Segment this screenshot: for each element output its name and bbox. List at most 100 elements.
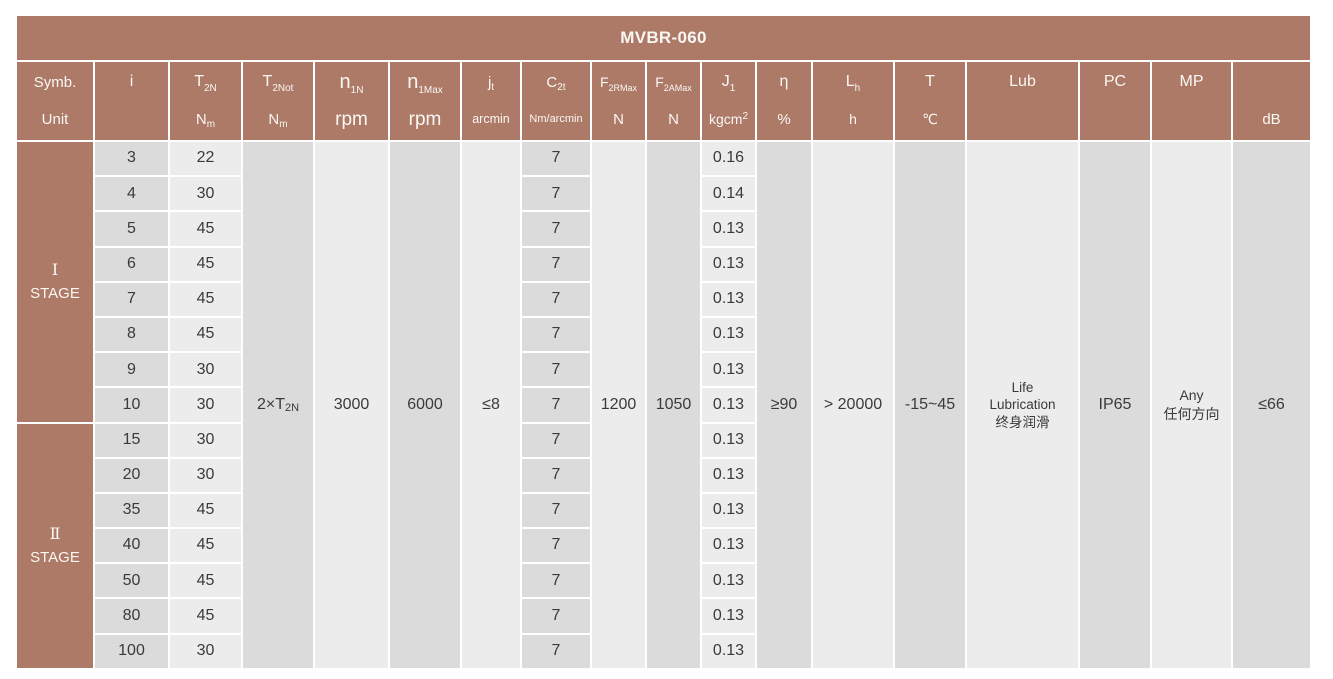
body-cell-i-row11: 35 (95, 493, 168, 528)
body-cell-i-row10: 20 (95, 458, 168, 492)
header-symbol-row-f2amax: F 2AMax (647, 64, 700, 101)
header-unit-base-db: dB (1262, 110, 1281, 128)
merged-cell-pc: IP65 (1080, 142, 1150, 668)
body-cell-j1-row2: 0.14 (702, 177, 755, 211)
header-symbol-row-db (1233, 64, 1310, 101)
header-symbol-base-pc: PC (1103, 73, 1127, 91)
header-unit-row-f2rmax: N (592, 101, 645, 138)
header-cell-pc: PC (1080, 62, 1150, 140)
header-unit-db: dB (1262, 111, 1280, 128)
body-cell-i-row12: 40 (95, 529, 168, 563)
body-cell-j1-row8: 0.13 (702, 388, 755, 422)
body-cell-c2t-row8: 7 (522, 388, 590, 422)
body-cell-i-row1: 3 (95, 142, 168, 176)
body-cell-j1-row11: 0.13 (702, 493, 755, 528)
body-cell-c2t-row12: 7 (522, 529, 590, 563)
header-symbol-row-f2rmax: F 2RMax (592, 64, 645, 101)
header-symbol-lub: Lub (1009, 73, 1036, 91)
header-symbol-base-t2n: T (194, 73, 204, 91)
header-unit-row-n1max: rpm (390, 101, 460, 138)
body-cell-i-row15: 100 (95, 634, 168, 668)
merged-cell-jt: ≤8 (462, 142, 520, 668)
header-unit-base-f2amax: N (668, 110, 679, 128)
header-symbol-mp: MP (1180, 73, 1204, 91)
merged-line-lub-2: Lubrication (989, 397, 1056, 413)
merged-base-t2not: 2×T (256, 395, 285, 413)
header-unit-n1max: rpm (409, 109, 442, 131)
stage-cell-1: Ⅰ STAGE (17, 142, 93, 422)
body-cell-c2t-row14: 7 (522, 599, 590, 633)
header-symbol-base-i: i (129, 73, 134, 91)
header-symbol-i: i (130, 73, 134, 91)
merged-cell-lh: > 20000 (813, 142, 893, 668)
header-symbol-row-mp: MP (1152, 64, 1231, 101)
header-symbol-row-eta: η (757, 64, 811, 101)
header-unit-row-lh: h (813, 101, 893, 138)
header-cell-n1max: n 1Max rpm (390, 62, 460, 140)
header-unit-base-t2not: N (268, 110, 280, 128)
header-unit-base-t: ℃ (922, 111, 938, 128)
merged-value-t2not: 2×T 2N (257, 396, 299, 414)
header-cell-lub: Lub (967, 62, 1078, 140)
header-unit-n1n: rpm (335, 109, 368, 131)
header-symbol-base-n1max: n (407, 71, 419, 93)
header-symbol-row-c2t: C 2t (522, 64, 590, 101)
body-cell-j1-row1: 0.16 (702, 142, 755, 176)
body-cell-i-row6: 8 (95, 317, 168, 352)
body-cell-i-row9: 15 (95, 423, 168, 457)
body-cell-c2t-row4: 7 (522, 247, 590, 281)
header-symbol-sub-n1max: 1Max (418, 85, 443, 96)
header-symbol-base-jt: j (487, 73, 492, 91)
merged-line-mp-2: 任何方向 (1163, 405, 1220, 422)
header-unit-row-db: dB (1233, 101, 1310, 138)
header-unit-row-t: ℃ (895, 101, 965, 138)
header-symbol-eta: η (780, 73, 789, 91)
header-cell-mp: MP (1152, 62, 1231, 140)
header-unit-row-mp (1152, 101, 1231, 138)
header-cell-symbol: Symb. Unit (17, 62, 93, 140)
merged-cell-f2rmax: 1200 (592, 142, 645, 668)
header-symbol-sub-jt: t (491, 82, 495, 94)
body-cell-t2n-row5: 45 (170, 282, 241, 316)
header-unit-base-j1: kgcm (708, 111, 743, 128)
merged-line-mp-1: Any (1179, 387, 1204, 404)
header-unit-row-j1: kgcm 2 (702, 101, 755, 138)
header-symbol-sub-lh: h (854, 82, 861, 94)
header-cell-f2amax: F 2AMax N (647, 62, 700, 140)
header-symbol-base-n1n: n (339, 71, 351, 93)
header-unit-j1: kgcm 2 (709, 111, 748, 127)
body-cell-c2t-row11: 7 (522, 493, 590, 528)
body-cell-t2n-row14: 45 (170, 599, 241, 633)
header-cell-t: T ℃ (895, 62, 965, 140)
header-symbol-base-eta: η (779, 73, 789, 91)
body-cell-i-row2: 4 (95, 177, 168, 211)
header-unit-f2rmax: N (613, 111, 624, 128)
header-symbol-base-f2rmax: F (599, 74, 609, 91)
stage-label-1: STAGE (30, 284, 80, 302)
merged-cell-n1n: 3000 (315, 142, 388, 668)
body-cell-t2n-row6: 45 (170, 317, 241, 352)
header-unit-row-jt: arcmin (462, 101, 520, 138)
body-cell-c2t-row5: 7 (522, 282, 590, 316)
header-symbol-base-f2amax: F (655, 74, 664, 91)
header-symbol-t2n: T 2N (194, 73, 217, 93)
header-unit-row-n1n: rpm (315, 101, 388, 138)
merged-stack-lub: Life Lubrication 终身润滑 (989, 379, 1055, 432)
header-unit-base-lh: h (849, 111, 857, 128)
body-cell-t2n-row2: 30 (170, 177, 241, 211)
header-symbol-row-pc: PC (1080, 64, 1150, 101)
body-cell-i-row8: 10 (95, 388, 168, 422)
body-cell-c2t-row13: 7 (522, 564, 590, 598)
merged-sub-t2not: 2N (284, 401, 300, 414)
header-symbol-c2t: C 2t (546, 74, 565, 93)
header-unit-base-t2n: N (195, 110, 207, 128)
header-unit-row-lub (967, 101, 1078, 138)
